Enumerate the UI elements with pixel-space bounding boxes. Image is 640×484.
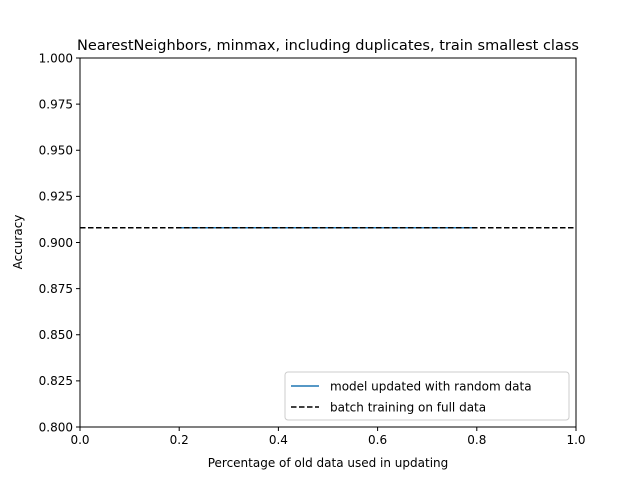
y-tick-label: 0.950 xyxy=(39,144,73,158)
y-axis-label: Accuracy xyxy=(11,215,25,270)
x-axis-label: Percentage of old data used in updating xyxy=(208,456,449,470)
x-tick-label: 1.0 xyxy=(566,433,585,447)
y-tick-label: 0.900 xyxy=(39,236,73,250)
x-tick-label: 0.8 xyxy=(467,433,486,447)
plot-area: 0.0 0.2 0.4 0.6 0.8 1.0 0.800 0.825 0.850 0.875 0.… xyxy=(39,51,586,447)
y-tick-label: 0.875 xyxy=(39,282,73,296)
y-tick-label: 0.850 xyxy=(39,328,73,342)
x-tick-label: 0.0 xyxy=(70,433,89,447)
legend-label-1: batch training on full data xyxy=(330,400,486,414)
legend: model updated with random data batch trai… xyxy=(284,371,570,421)
chart-title: NearestNeighbors, minmax, including dupl… xyxy=(77,38,579,54)
legend-label-0: model updated with random data xyxy=(330,379,532,393)
y-tick-label: 0.925 xyxy=(39,190,73,204)
x-tick-label: 0.6 xyxy=(368,433,387,447)
x-tick-label: 0.4 xyxy=(269,433,288,447)
y-tick-label: 0.825 xyxy=(39,374,73,388)
y-tick-label: 0.975 xyxy=(39,97,73,111)
legend-box xyxy=(284,371,570,421)
y-tick-label: 0.800 xyxy=(39,420,73,434)
y-tick-label: 1.000 xyxy=(39,51,73,65)
x-tick-label: 0.2 xyxy=(170,433,189,447)
